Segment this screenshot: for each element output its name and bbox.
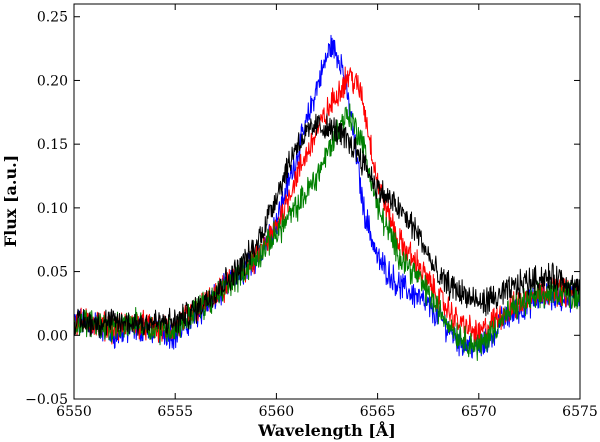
x-tick-label: 6565 xyxy=(360,404,396,420)
y-tick-label: −0.05 xyxy=(25,392,68,408)
y-tick-label: 0.10 xyxy=(37,201,68,217)
series-line-4 xyxy=(73,113,581,338)
tick-layer: 6550 6555 6560 6565 6570 6575 −0.05 0.00 0.05 0.1… xyxy=(25,4,598,420)
y-tick-label: 0.25 xyxy=(37,10,68,26)
x-tick-label: 6555 xyxy=(157,404,193,420)
x-axis-label: Wavelength [Å] xyxy=(257,419,396,440)
y-axis-label: Flux [a.u.] xyxy=(1,155,20,247)
x-tick-label: 6560 xyxy=(259,404,295,420)
y-tick-label: 0.05 xyxy=(37,265,68,281)
plot-frame xyxy=(73,3,581,400)
x-tick-label: 6570 xyxy=(461,404,497,420)
y-tick-label: 0.20 xyxy=(37,73,68,89)
y-tick-label: 0.00 xyxy=(37,328,68,344)
series-line-2 xyxy=(73,66,581,346)
series-layer xyxy=(73,34,581,361)
x-tick-label: 6575 xyxy=(562,404,598,420)
x-tick-label: 6550 xyxy=(56,404,92,420)
y-tick-label: 0.15 xyxy=(37,137,68,153)
